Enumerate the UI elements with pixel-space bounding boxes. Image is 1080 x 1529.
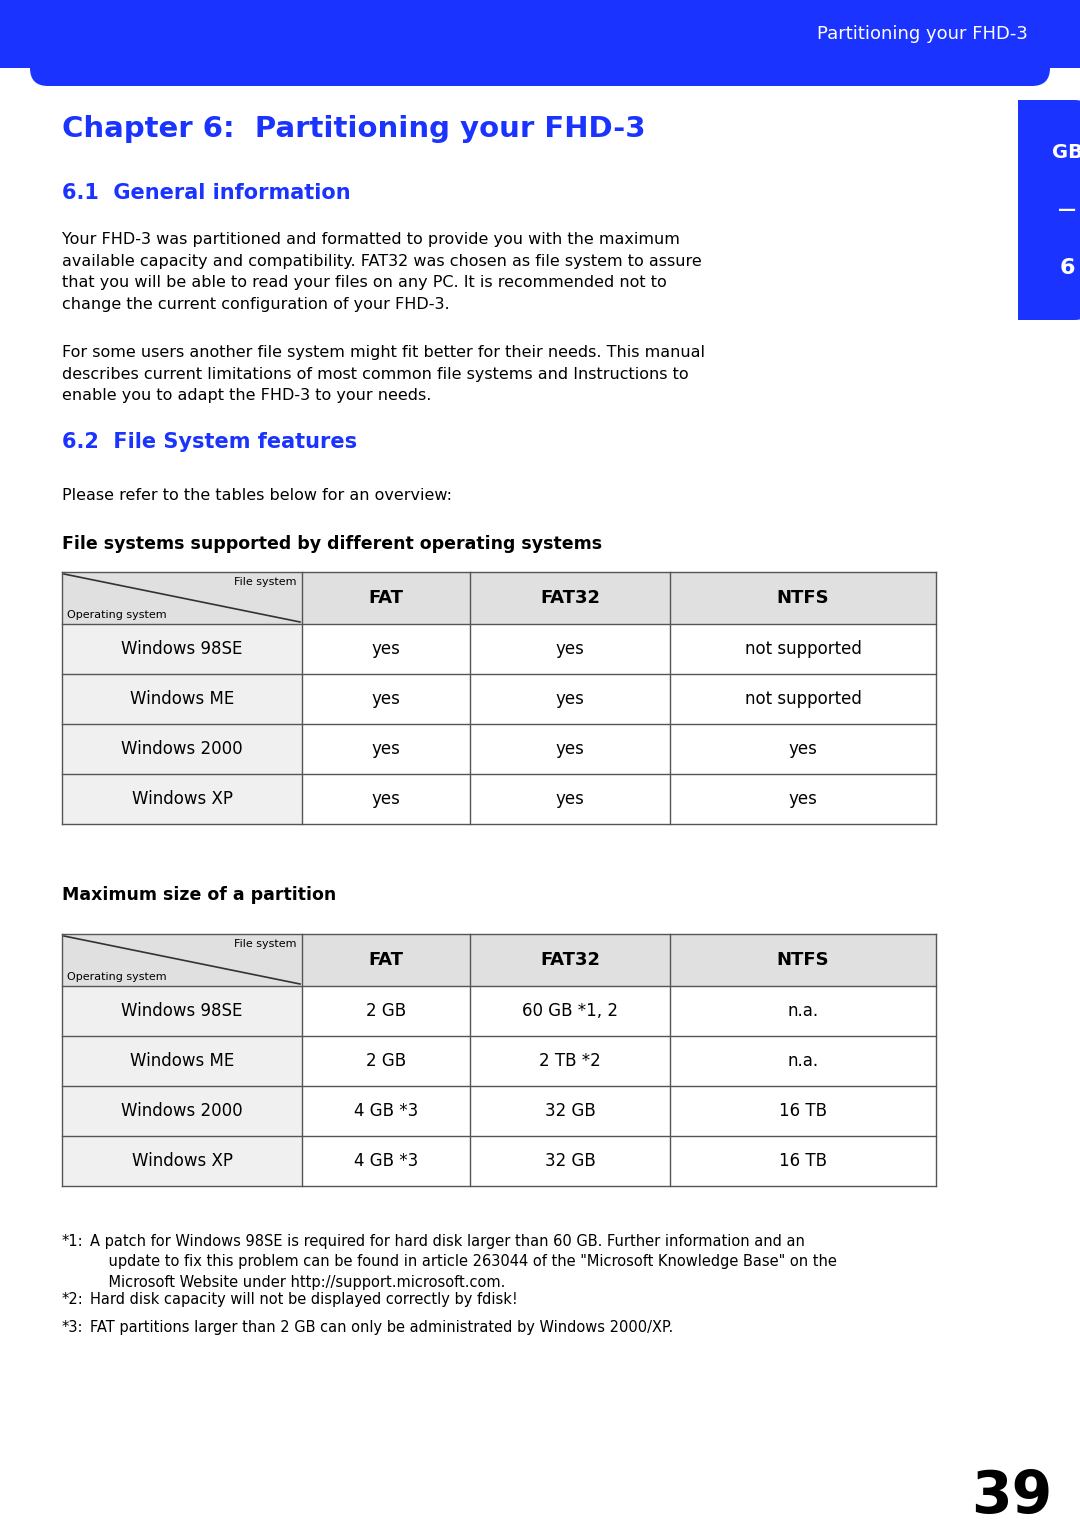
Bar [302, 774, 936, 824]
Text: Operating system: Operating system [67, 610, 166, 619]
Text: not supported: not supported [744, 690, 862, 708]
Text: yes: yes [372, 690, 401, 708]
Text: 6: 6 [1059, 258, 1075, 278]
Bar [302, 624, 936, 674]
Bar [302, 1086, 936, 1136]
Text: FAT: FAT [368, 589, 404, 607]
Text: Windows XP: Windows XP [132, 1151, 232, 1170]
Bar [62, 1086, 302, 1136]
Text: 4 GB *3: 4 GB *3 [354, 1151, 418, 1170]
Text: Windows XP: Windows XP [132, 790, 232, 807]
Text: yes: yes [555, 641, 584, 657]
Text: FAT: FAT [368, 951, 404, 969]
Text: Please refer to the tables below for an overview:: Please refer to the tables below for an … [62, 488, 453, 503]
Text: 2 GB: 2 GB [366, 1052, 406, 1070]
Text: n.a.: n.a. [787, 1001, 819, 1020]
Text: yes: yes [555, 690, 584, 708]
Text: Maximum size of a partition: Maximum size of a partition [62, 885, 336, 904]
FancyBboxPatch shape [1018, 99, 1080, 320]
Text: 4 GB *3: 4 GB *3 [354, 1102, 418, 1121]
Text: yes: yes [372, 790, 401, 807]
Text: Operating system: Operating system [67, 972, 166, 982]
Text: Windows 98SE: Windows 98SE [121, 641, 243, 657]
Bar [62, 725, 302, 774]
Text: 6.2  File System features: 6.2 File System features [62, 433, 357, 453]
Bar [0, 0, 1080, 67]
Text: 39: 39 [971, 1468, 1053, 1526]
Text: 32 GB: 32 GB [544, 1102, 595, 1121]
Bar [62, 934, 936, 986]
Bar [62, 774, 302, 824]
Text: 2 TB *2: 2 TB *2 [539, 1052, 600, 1070]
Text: File systems supported by different operating systems: File systems supported by different oper… [62, 535, 603, 553]
Text: FAT32: FAT32 [540, 951, 600, 969]
Text: Your FHD-3 was partitioned and formatted to provide you with the maximum
availab: Your FHD-3 was partitioned and formatted… [62, 232, 702, 312]
Bar [62, 1037, 302, 1086]
Text: *3:: *3: [62, 1320, 83, 1335]
Text: Windows ME: Windows ME [130, 1052, 234, 1070]
Text: 2 GB: 2 GB [366, 1001, 406, 1020]
Text: File system: File system [234, 576, 297, 587]
Text: *2:: *2: [62, 1292, 84, 1307]
Bar [1018, 99, 1040, 320]
Bar [62, 624, 302, 674]
Text: Chapter 6:  Partitioning your FHD-3: Chapter 6: Partitioning your FHD-3 [62, 115, 646, 144]
Bar [62, 572, 936, 624]
Text: GB: GB [1052, 142, 1080, 162]
Text: Partitioning your FHD-3: Partitioning your FHD-3 [818, 24, 1028, 43]
Bar [302, 1037, 936, 1086]
Text: Windows 2000: Windows 2000 [121, 1102, 243, 1121]
Text: yes: yes [555, 790, 584, 807]
Bar [62, 986, 302, 1037]
Text: 16 TB: 16 TB [779, 1151, 827, 1170]
Text: yes: yes [372, 641, 401, 657]
Bar [302, 674, 936, 725]
Text: FAT partitions larger than 2 GB can only be administrated by Windows 2000/XP.: FAT partitions larger than 2 GB can only… [90, 1320, 673, 1335]
Text: NTFS: NTFS [777, 589, 829, 607]
Text: A patch for Windows 98SE is required for hard disk larger than 60 GB. Further in: A patch for Windows 98SE is required for… [90, 1234, 837, 1290]
Text: yes: yes [555, 740, 584, 758]
Bar [62, 674, 302, 725]
Text: For some users another file system might fit better for their needs. This manual: For some users another file system might… [62, 346, 705, 404]
Text: 32 GB: 32 GB [544, 1151, 595, 1170]
Text: Hard disk capacity will not be displayed correctly by fdisk!: Hard disk capacity will not be displayed… [90, 1292, 517, 1307]
Bar [302, 725, 936, 774]
Text: yes: yes [788, 790, 818, 807]
Text: 6.1  General information: 6.1 General information [62, 183, 351, 203]
Text: yes: yes [372, 740, 401, 758]
Text: Windows 98SE: Windows 98SE [121, 1001, 243, 1020]
Text: n.a.: n.a. [787, 1052, 819, 1070]
Bar [302, 986, 936, 1037]
Text: 60 GB *1, 2: 60 GB *1, 2 [522, 1001, 618, 1020]
Text: NTFS: NTFS [777, 951, 829, 969]
Bar [62, 1136, 302, 1187]
Text: Windows ME: Windows ME [130, 690, 234, 708]
Text: Windows 2000: Windows 2000 [121, 740, 243, 758]
Text: 16 TB: 16 TB [779, 1102, 827, 1121]
Text: File system: File system [234, 939, 297, 950]
Text: *1:: *1: [62, 1234, 83, 1249]
Text: not supported: not supported [744, 641, 862, 657]
Text: yes: yes [788, 740, 818, 758]
Text: FAT32: FAT32 [540, 589, 600, 607]
Text: —: — [1058, 200, 1076, 219]
Bar [302, 1136, 936, 1187]
FancyBboxPatch shape [30, 0, 1050, 86]
